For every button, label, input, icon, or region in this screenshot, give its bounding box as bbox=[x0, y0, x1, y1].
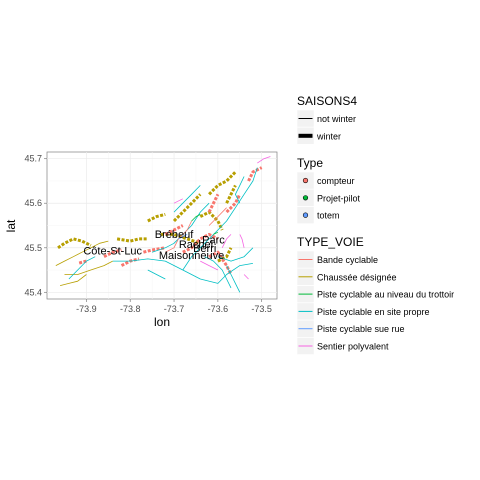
x-tick-label: -73.5 bbox=[251, 304, 272, 314]
bike-lane-segment bbox=[207, 193, 220, 213]
legend-point: Type compteur Projet-pilot totem bbox=[296, 156, 361, 224]
y-tick-label: 45.5 bbox=[24, 243, 42, 253]
bike-lane-segment bbox=[143, 246, 166, 254]
bike-lane-segment bbox=[116, 237, 148, 243]
location-label: Maisonneuve bbox=[159, 250, 224, 262]
bike-lane-segment bbox=[172, 193, 202, 223]
y-axis-ticks: 45.4 45.5 45.6 45.7 bbox=[24, 154, 47, 297]
bike-lane-segment bbox=[182, 167, 258, 271]
legend-point-swatch bbox=[302, 195, 309, 201]
bike-lane-segment bbox=[178, 234, 188, 240]
y-axis-label: lat bbox=[4, 219, 18, 232]
bike-lane-segment bbox=[173, 185, 201, 213]
bike-lane-segment bbox=[164, 224, 184, 236]
bike-lane-segment bbox=[213, 231, 219, 235]
legend-label: not winter bbox=[317, 114, 356, 124]
legend-label: winter bbox=[316, 131, 341, 141]
bike-lane-segment bbox=[147, 212, 166, 223]
bike-lane-segment bbox=[182, 232, 219, 254]
annotations: Côte-St-Luc BrébeufRachelParcBerriMaisonn… bbox=[83, 229, 225, 262]
location-label: Côte-St-Luc bbox=[83, 245, 142, 257]
bike-lane-segment bbox=[204, 256, 232, 289]
bike-lane-segment bbox=[217, 247, 233, 263]
location-label: Rachel bbox=[179, 239, 213, 251]
bike-lane-segment bbox=[257, 156, 271, 164]
legend-label: Piste cyclable en site propre bbox=[317, 307, 430, 317]
x-axis-ticks: -73.9 -73.8 -73.7 -73.6 -73.5 bbox=[76, 299, 272, 314]
legend-label: compteur bbox=[317, 176, 355, 186]
y-tick-label: 45.6 bbox=[24, 198, 42, 208]
bike-lane-segment bbox=[191, 214, 201, 222]
bike-lane-segment bbox=[247, 166, 263, 182]
x-tick-label: -73.8 bbox=[120, 304, 141, 314]
bike-lane-segment bbox=[112, 258, 253, 284]
legend-label: Sentier polyvalent bbox=[317, 342, 389, 352]
legend-title: TYPE_VOIE bbox=[297, 235, 364, 249]
x-axis-label: lon bbox=[154, 315, 170, 329]
bike-lane-segment bbox=[235, 176, 245, 204]
legend-label: Bande cyclable bbox=[317, 255, 378, 265]
bike-lane-segment bbox=[226, 265, 241, 293]
legend-linewidth: SAISONS4 not winter winter bbox=[296, 94, 357, 145]
legend-label: Projet-pilot bbox=[317, 193, 361, 203]
bike-lane-segment bbox=[208, 250, 233, 276]
location-label: Brébeuf bbox=[155, 229, 194, 241]
bike-lane-segment bbox=[103, 248, 122, 259]
y-tick-label: 45.7 bbox=[24, 154, 42, 164]
legend-label: Piste cyclable sue rue bbox=[317, 324, 405, 334]
bike-lane-segments bbox=[55, 156, 271, 293]
bike-lane-segment bbox=[55, 240, 109, 266]
bike-lane-segment bbox=[77, 259, 87, 265]
bike-lane-segment bbox=[225, 184, 237, 204]
bike-lane-segment bbox=[221, 234, 232, 248]
bike-lane-segment bbox=[208, 170, 237, 196]
legend-label: Chaussée désignée bbox=[317, 272, 397, 282]
legend-label: totem bbox=[317, 211, 340, 221]
legend-point-swatch bbox=[302, 177, 309, 184]
x-tick-label: -73.7 bbox=[164, 304, 185, 314]
location-label: Parc bbox=[202, 234, 225, 246]
legend-label: Piste cyclable au niveau du trottoir bbox=[317, 290, 454, 300]
bike-lane-segment bbox=[200, 260, 219, 271]
y-tick-label: 45.4 bbox=[24, 287, 42, 297]
x-tick-label: -73.6 bbox=[208, 304, 229, 314]
bike-lane-segment bbox=[199, 210, 224, 231]
legend: SAISONS4 not winter winter Type compteur Proj… bbox=[296, 94, 454, 355]
legend-line: TYPE_VOIE Bande cyclable Chaussée désignée… bbox=[296, 235, 454, 355]
legend-point-swatch bbox=[302, 212, 309, 218]
bike-lane-segment bbox=[208, 207, 227, 226]
bike-lane-segment bbox=[147, 269, 166, 280]
bike-lane-segment bbox=[60, 274, 87, 286]
bike-lane-segment bbox=[57, 237, 92, 250]
legend-title: SAISONS4 bbox=[297, 94, 357, 108]
bike-lane-segment bbox=[68, 256, 96, 280]
x-tick-label: -73.9 bbox=[76, 304, 97, 314]
bike-lane-segment bbox=[217, 247, 254, 262]
legend-title: Type bbox=[297, 156, 323, 170]
bike-lane-segment bbox=[225, 193, 242, 214]
location-label: Berri bbox=[193, 243, 216, 255]
bike-lane-segment bbox=[243, 274, 249, 280]
bike-lane-segment bbox=[173, 198, 183, 204]
bike-lane-segment bbox=[239, 234, 245, 248]
